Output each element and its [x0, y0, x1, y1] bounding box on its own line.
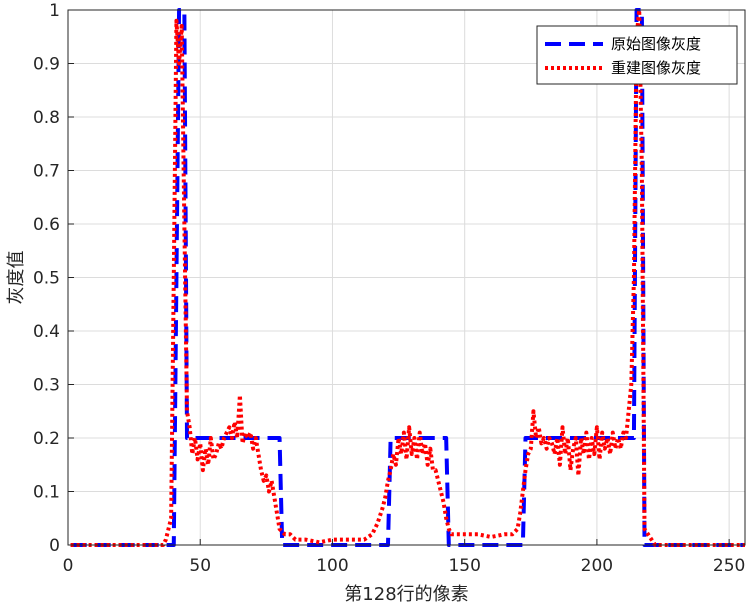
y-tick-label: 0 [49, 536, 60, 556]
y-tick-label: 0.6 [33, 215, 60, 235]
y-tick-label: 0.4 [33, 322, 60, 342]
x-tick-label: 0 [63, 556, 74, 576]
y-axis-ticks: 0 0.1 0.2 0.3 0.4 0.5 0.6 0.7 0.8 0.9 1 [33, 1, 74, 556]
y-axis-label: 灰度值 [6, 251, 27, 305]
x-tick-label: 50 [189, 556, 211, 576]
x-tick-label: 100 [316, 556, 348, 576]
x-tick-label: 250 [713, 556, 745, 576]
legend-entry-original: 原始图像灰度 [611, 35, 701, 53]
x-tick-label: 200 [581, 556, 613, 576]
legend-entry-reconstructed: 重建图像灰度 [611, 59, 701, 77]
y-tick-label: 0.1 [33, 483, 60, 503]
y-tick-label: 0.5 [33, 269, 60, 289]
y-tick-label: 0.2 [33, 429, 60, 449]
y-tick-label: 0.7 [33, 162, 60, 182]
series-reconstructed-line [70, 8, 745, 547]
y-tick-label: 0.8 [33, 108, 60, 128]
y-tick-label: 1 [49, 1, 60, 21]
y-tick-label: 0.9 [33, 55, 60, 75]
x-axis-label: 第128行的像素 [344, 584, 468, 605]
y-tick-label: 0.3 [33, 376, 60, 396]
legend-box [536, 25, 738, 85]
x-tick-label: 150 [448, 556, 480, 576]
legend: 原始图像灰度 重建图像灰度 [536, 25, 738, 85]
x-axis-ticks: 0 50 100 150 200 250 [63, 539, 745, 576]
